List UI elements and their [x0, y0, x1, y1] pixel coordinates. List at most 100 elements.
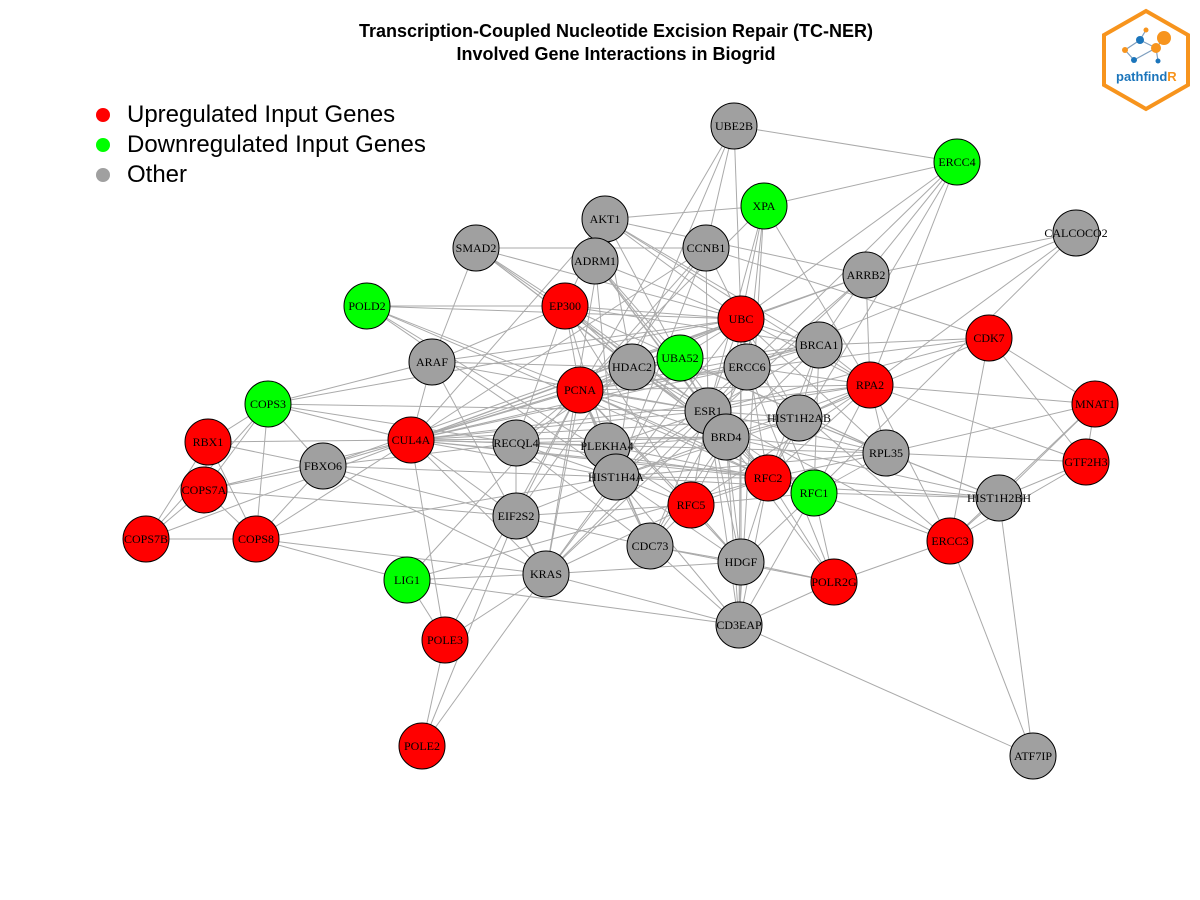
- node-cops7b[interactable]: COPS7B: [122, 515, 170, 563]
- node-cops8[interactable]: COPS8: [232, 515, 280, 563]
- node-rfc2[interactable]: RFC2: [744, 454, 792, 502]
- node-smad2[interactable]: SMAD2: [452, 224, 500, 272]
- edge-ube2b-ubc: [733, 125, 742, 320]
- legend-item-upregulated: Upregulated Input Genes: [96, 100, 426, 130]
- node-circle-calcoco2: [1052, 209, 1100, 257]
- node-ercc3[interactable]: ERCC3: [926, 517, 974, 565]
- edge-ep300-araf: [431, 305, 566, 363]
- node-brca1[interactable]: BRCA1: [795, 321, 843, 369]
- edge-brd4-rpl35: [725, 436, 887, 454]
- node-cdk7[interactable]: CDK7: [965, 314, 1013, 362]
- node-rpa2[interactable]: RPA2: [846, 361, 894, 409]
- node-pole2[interactable]: POLE2: [398, 722, 446, 770]
- node-pcna[interactable]: PCNA: [556, 366, 604, 414]
- edge-adrm1-ubc: [594, 260, 742, 320]
- edge-fbxo6-hist1h4a: [322, 465, 617, 478]
- edge-recql4-cdc73: [515, 442, 651, 547]
- node-polr2g[interactable]: POLR2G: [810, 558, 858, 606]
- node-hist1h4a[interactable]: HIST1H4A: [588, 453, 644, 501]
- node-hdac2[interactable]: HDAC2: [608, 343, 656, 391]
- edge-calcoco2-arrb2: [865, 232, 1077, 276]
- node-ubc[interactable]: UBC: [717, 295, 765, 343]
- edge-ubc-cops3: [267, 318, 742, 405]
- node-cdc73[interactable]: CDC73: [626, 522, 674, 570]
- node-hist1h2ab[interactable]: HIST1H2AB: [767, 394, 831, 442]
- node-cd3eap[interactable]: CD3EAP: [715, 601, 763, 649]
- edge-akt1-brca1: [604, 218, 820, 346]
- node-cul4a[interactable]: CUL4A: [387, 416, 435, 464]
- node-lig1[interactable]: LIG1: [383, 556, 431, 604]
- legend-label-other: Other: [127, 161, 188, 188]
- edge-ercc4-arrb2: [865, 161, 958, 276]
- node-recql4[interactable]: RECQL4: [492, 419, 540, 467]
- node-rbx1[interactable]: RBX1: [184, 418, 232, 466]
- node-circle-uba52: [656, 334, 704, 382]
- svg-text:pathfindR: pathfindR: [1116, 69, 1177, 84]
- node-gtf2h3[interactable]: GTF2H3: [1062, 438, 1110, 486]
- node-label-cops8: COPS8: [238, 532, 274, 546]
- node-cops7a[interactable]: COPS7A: [180, 466, 228, 514]
- node-circle-xpa: [740, 182, 788, 230]
- node-rpl35[interactable]: RPL35: [862, 429, 910, 477]
- node-circle-cops7b: [122, 515, 170, 563]
- node-xpa[interactable]: XPA: [740, 182, 788, 230]
- node-ccnb1[interactable]: CCNB1: [682, 224, 730, 272]
- edge-cul4a-pole3: [410, 439, 446, 641]
- node-akt1[interactable]: AKT1: [581, 195, 629, 243]
- node-circle-brca1: [795, 321, 843, 369]
- node-calcoco2[interactable]: CALCOCO2: [1044, 209, 1108, 257]
- node-label-cops7b: COPS7B: [124, 532, 168, 546]
- node-cops3[interactable]: COPS3: [244, 380, 292, 428]
- node-adrm1[interactable]: ADRM1: [571, 237, 619, 285]
- node-brd4[interactable]: BRD4: [702, 413, 750, 461]
- legend-item-downregulated: Downregulated Input Genes: [96, 130, 426, 160]
- node-label-araf: ARAF: [416, 355, 448, 369]
- edge-ccnb1-cdk7: [705, 247, 990, 339]
- node-hdgf[interactable]: HDGF: [717, 538, 765, 586]
- node-fbxo6[interactable]: FBXO6: [299, 442, 347, 490]
- node-ube2b[interactable]: UBE2B: [710, 102, 758, 150]
- node-label-adrm1: ADRM1: [574, 254, 616, 268]
- edge-ercc6-hist1h4a: [615, 366, 748, 478]
- node-pold2[interactable]: POLD2: [343, 282, 391, 330]
- node-ercc6[interactable]: ERCC6: [723, 343, 771, 391]
- node-label-eif2s2: EIF2S2: [498, 509, 535, 523]
- node-pole3[interactable]: POLE3: [421, 616, 469, 664]
- node-circle-mnat1: [1071, 380, 1119, 428]
- node-mnat1[interactable]: MNAT1: [1071, 380, 1119, 428]
- node-atf7ip[interactable]: ATF7IP: [1009, 732, 1057, 780]
- node-label-rpa2: RPA2: [856, 378, 884, 392]
- edge-rpa2-rfc5: [690, 384, 871, 506]
- node-circle-lig1: [383, 556, 431, 604]
- edge-araf-kras: [431, 361, 547, 575]
- node-uba52[interactable]: UBA52: [656, 334, 704, 382]
- node-circle-ercc6: [723, 343, 771, 391]
- edge-brd4-hist1h2bh: [725, 436, 1000, 499]
- node-ercc4[interactable]: ERCC4: [933, 138, 981, 186]
- node-label-cdc73: CDC73: [632, 539, 669, 553]
- node-circle-pold2: [343, 282, 391, 330]
- edge-ercc4-xpa: [763, 161, 958, 207]
- node-circle-fbxo6: [299, 442, 347, 490]
- edge-akt1-xpa: [604, 205, 765, 220]
- node-eif2s2[interactable]: EIF2S2: [492, 492, 540, 540]
- node-label-rbx1: RBX1: [193, 435, 224, 449]
- node-circle-ercc3: [926, 517, 974, 565]
- node-hist1h2bh[interactable]: HIST1H2BH: [967, 474, 1031, 522]
- node-rfc1[interactable]: RFC1: [790, 469, 838, 517]
- node-circle-cops3: [244, 380, 292, 428]
- node-araf[interactable]: ARAF: [408, 338, 456, 386]
- node-label-brca1: BRCA1: [800, 338, 839, 352]
- node-arrb2[interactable]: ARRB2: [842, 251, 890, 299]
- node-label-hist1h2bh: HIST1H2BH: [967, 491, 1031, 505]
- node-rfc5[interactable]: RFC5: [667, 481, 715, 529]
- node-label-brd4: BRD4: [711, 430, 742, 444]
- edge-kras-cd3eap: [545, 573, 740, 626]
- node-kras[interactable]: KRAS: [522, 550, 570, 598]
- node-ep300[interactable]: EP300: [541, 282, 589, 330]
- edge-lig1-cd3eap: [406, 579, 740, 626]
- node-label-smad2: SMAD2: [456, 241, 497, 255]
- edge-cops8-lig1: [255, 538, 408, 581]
- edge-cul4a-brd4: [410, 436, 727, 441]
- edge-cops8-kras: [255, 538, 547, 575]
